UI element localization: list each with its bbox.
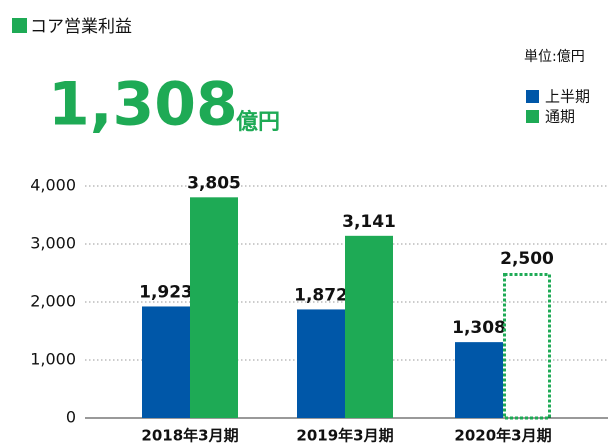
value-label: 1,872	[294, 285, 348, 305]
legend-label: 通期	[545, 108, 575, 126]
bar-forecast	[503, 273, 551, 420]
y-tick-label: 0	[66, 408, 76, 427]
value-label: 3,805	[187, 173, 241, 193]
legend-swatch	[526, 110, 539, 123]
title-marker	[12, 18, 27, 33]
y-tick-label: 4,000	[30, 176, 76, 195]
y-tick-label: 2,000	[30, 292, 76, 311]
x-tick-label: 2019年3月期	[296, 427, 393, 445]
y-tick-label: 1,000	[30, 350, 76, 369]
bar	[297, 309, 345, 418]
headline-value: 1,308	[48, 70, 238, 140]
x-tick-label: 2020年3月期	[454, 427, 551, 445]
value-label: 2,500	[500, 249, 554, 269]
value-label: 1,308	[452, 318, 506, 338]
bar	[190, 197, 238, 418]
unit-note: 単位:億円	[524, 49, 585, 65]
value-label: 3,141	[342, 212, 396, 232]
chart-title: コア営業利益	[30, 17, 132, 37]
x-tick-label: 2018年3月期	[141, 427, 238, 445]
value-label: 1,923	[139, 282, 193, 302]
legend-label: 上半期	[545, 88, 590, 106]
legend-swatch	[526, 90, 539, 103]
bar	[455, 342, 503, 418]
y-tick-label: 3,000	[30, 234, 76, 253]
bar	[345, 235, 393, 418]
headline-unit: 億円	[236, 109, 280, 135]
bar	[142, 306, 190, 418]
